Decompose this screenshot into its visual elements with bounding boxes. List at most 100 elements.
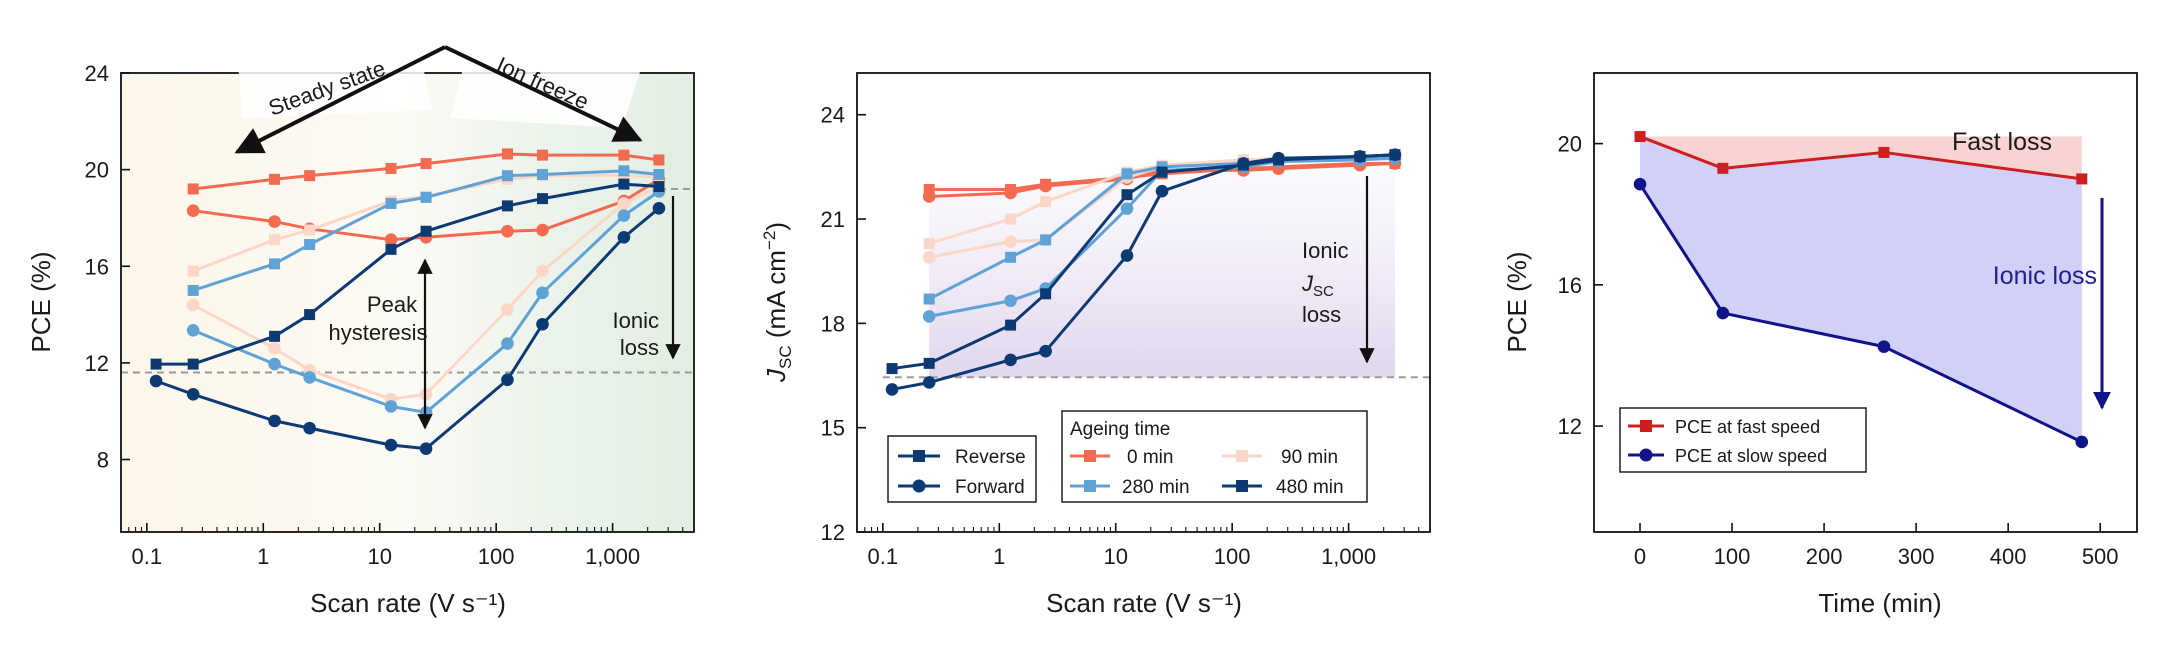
- panel-c-data-point: [1878, 146, 1890, 158]
- jsc-label-b: JSC: [1301, 271, 1334, 300]
- loss-label-a: loss: [620, 335, 659, 360]
- panel-a-data-point: [384, 438, 398, 452]
- panel-b-x-tick-label: 0.1: [868, 544, 899, 569]
- panel-b-x-tick-label: 100: [1214, 544, 1251, 569]
- panel-c-y-tick-label: 16: [1558, 273, 1582, 298]
- legend-90min-label: 90 min: [1281, 447, 1338, 468]
- legend-reverse-marker: [913, 450, 925, 462]
- panel-c-legend: PCE at fast speed PCE at slow speed: [1619, 407, 1867, 473]
- panel-b-legend-ageing: Ageing time 0 min 90 min 280 min 480 min: [1061, 410, 1368, 503]
- panel-b-data-point: [1155, 184, 1169, 198]
- legend-fast-label: PCE at fast speed: [1675, 417, 1820, 437]
- legend-280min-marker: [1084, 480, 1096, 492]
- panel-b: 0.1 1 10 100 1,000 12 15 18 21 24 Scan rate (V s…: [760, 72, 1431, 618]
- panel-b-x-tick-label: 1: [993, 544, 1005, 569]
- loss-label-b: loss: [1302, 302, 1341, 327]
- panel-b-data-point: [1040, 234, 1052, 246]
- panel-b-data-point: [1004, 235, 1017, 248]
- panel-a-data-point: [186, 323, 200, 337]
- panel-b-data-point: [923, 357, 935, 369]
- legend-slow-marker: [1639, 448, 1653, 462]
- legend-ageing-title: Ageing time: [1070, 419, 1170, 440]
- panel-a-data-point: [536, 286, 549, 300]
- panel-a-data-point: [653, 168, 665, 180]
- panel-b-x-axis-label: Scan rate (V s⁻¹): [1046, 588, 1242, 618]
- panel-b-data-point: [1039, 179, 1052, 193]
- legend-0min-label: 0 min: [1127, 447, 1173, 468]
- panel-a-data-point: [536, 317, 549, 331]
- panel-c-x-tick-label: 100: [1714, 544, 1751, 569]
- panel-a-data-point: [186, 204, 200, 217]
- panel-a-data-point: [501, 337, 514, 350]
- panel-a-x-tick-label: 1,000: [585, 544, 640, 569]
- panel-c-frame: [1593, 72, 2138, 533]
- panel-a-data-point: [537, 149, 549, 161]
- panel-c-y-tick-label: 12: [1558, 414, 1582, 439]
- panel-a-data-point: [269, 330, 281, 342]
- panel-a: 0.1 1 10 100 1,000 8 12 16 20 24 Scan rate (V s⁻…: [26, 42, 695, 618]
- panel-a-data-point: [617, 209, 631, 222]
- legend-reverse-label: Reverse: [955, 447, 1026, 468]
- panel-a-data-point: [618, 149, 630, 161]
- panel-a-data-point: [268, 414, 281, 428]
- fast-loss-area: [1640, 136, 2082, 179]
- legend-480min-label: 480 min: [1276, 477, 1344, 498]
- panel-b-data-point: [886, 363, 898, 375]
- panel-a-y-tick-label: 24: [85, 61, 109, 86]
- legend-ageing-box: [1061, 410, 1368, 503]
- panel-c-data-point: [1877, 340, 1891, 353]
- legend-scan-box: [887, 435, 1037, 503]
- panel-a-data-point: [420, 158, 432, 170]
- panel-b-data-point: [885, 383, 899, 396]
- panel-a-data-point: [268, 357, 281, 371]
- panel-c-y-axis-label: PCE (%): [1502, 251, 1532, 352]
- panel-a-data-point: [420, 191, 432, 203]
- panel-a-data-point: [501, 224, 514, 238]
- panel-b-y-axis-label: JSC (mA cm−2): [760, 222, 795, 383]
- legend-0min-marker: [1084, 450, 1096, 462]
- panel-a-data-point: [501, 373, 514, 387]
- panel-a-data-point: [536, 264, 549, 278]
- panel-a-x-axis-label: Scan rate (V s⁻¹): [310, 588, 506, 618]
- panel-b-y-tick-label: 15: [821, 416, 845, 441]
- panel-b-data-point: [1121, 168, 1133, 180]
- ionic-loss-label-c: Ionic loss: [1993, 262, 2097, 290]
- panel-a-data-point: [385, 162, 397, 174]
- panel-b-ionic-loss-shading: [929, 163, 1395, 378]
- panel-a-data-point: [187, 358, 199, 370]
- panel-b-data-point: [1272, 151, 1285, 165]
- panel-c-x-tick-label: 0: [1634, 544, 1646, 569]
- steady-state-arrow: [234, 45, 446, 154]
- panel-a-data-point: [269, 258, 281, 270]
- panel-a-data-point: [187, 265, 199, 277]
- panel-b-data-point: [922, 310, 936, 323]
- panel-b-data-point: [1040, 196, 1052, 208]
- panel-a-x-ticks: 0.1 1 10 100 1,000: [120, 523, 695, 569]
- panel-a-series-line-6: [156, 182, 660, 366]
- legend-forward-marker: [912, 479, 926, 493]
- panel-a-series-line-7: [155, 207, 660, 451]
- panel-c-x-axis-label: Time (min): [1818, 588, 1941, 618]
- panel-a-x-tick-label: 1: [257, 544, 269, 569]
- panel-a-data-point: [303, 371, 316, 384]
- panel-a-data-point: [268, 215, 281, 228]
- panel-b-x-ticks: 0.1 1 10 100 1,000: [856, 523, 1431, 569]
- panel-a-data-point: [186, 388, 200, 401]
- panel-c-data-point: [2075, 435, 2089, 449]
- ionic-label-b: Ionic: [1302, 238, 1348, 263]
- panel-b-data-point: [1120, 202, 1134, 215]
- panel-b-x-tick-label: 1,000: [1321, 544, 1376, 569]
- panel-a-background: [121, 73, 694, 532]
- panel-b-y-ticks: 12 15 18 21 24: [821, 103, 866, 545]
- panel-b-data-point: [922, 190, 936, 203]
- legend-480min-marker: [1236, 480, 1248, 492]
- panel-b-data-point: [1353, 150, 1367, 163]
- panel-a-data-point: [501, 148, 513, 160]
- panel-b-data-point: [922, 250, 936, 264]
- panel-a-data-point: [537, 168, 549, 180]
- panel-a-data-point: [653, 181, 665, 193]
- panel-c-data-point: [1716, 306, 1730, 320]
- panel-a-data-point: [304, 309, 316, 321]
- panel-a-y-axis-label: PCE (%): [26, 251, 56, 352]
- hysteresis-label: hysteresis: [328, 320, 427, 345]
